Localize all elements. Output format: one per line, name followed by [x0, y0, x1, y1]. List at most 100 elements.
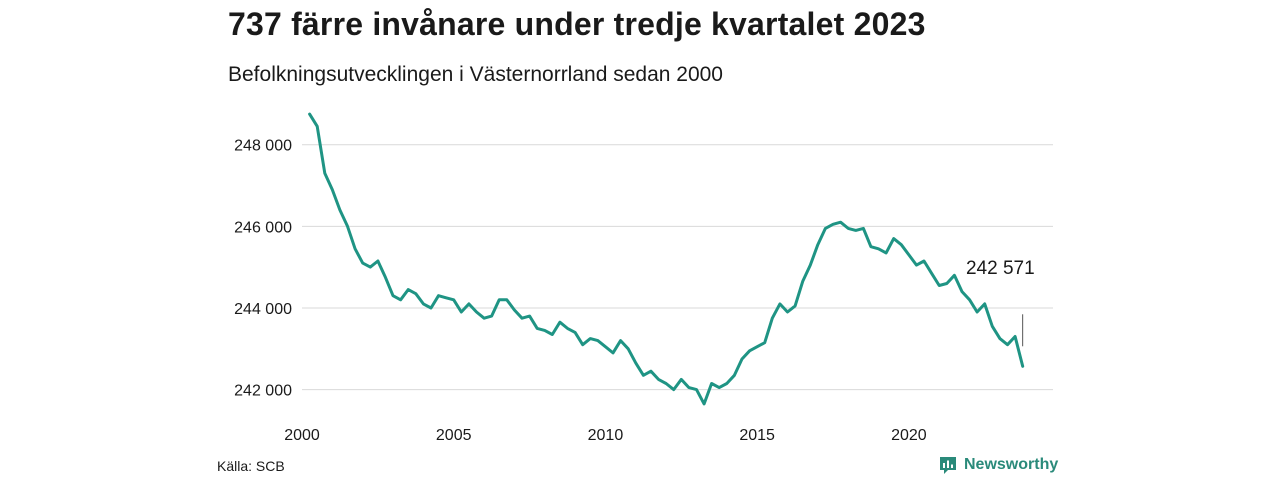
data-point: [627, 347, 630, 350]
data-point: [710, 382, 713, 385]
data-point: [399, 298, 402, 301]
data-point: [1006, 343, 1009, 346]
data-point: [376, 260, 379, 263]
data-point: [467, 302, 470, 305]
data-point: [680, 378, 683, 381]
data-point: [528, 315, 531, 318]
y-tick-label: 244 000: [234, 301, 292, 318]
data-point: [589, 337, 592, 340]
data-point: [596, 339, 599, 342]
data-point: [407, 288, 410, 291]
data-point: [642, 374, 645, 377]
newsworthy-logo-icon: [940, 457, 956, 474]
data-point: [930, 272, 933, 275]
data-point: [998, 337, 1001, 340]
data-point: [361, 262, 364, 265]
chart-subtitle: Befolkningsutvecklingen i Västernorrland…: [228, 63, 723, 86]
data-point: [498, 298, 501, 301]
data-point: [551, 333, 554, 336]
data-point: [604, 345, 607, 348]
data-point: [665, 382, 668, 385]
data-point: [839, 221, 842, 224]
data-point: [725, 382, 728, 385]
data-point: [907, 253, 910, 256]
data-point: [854, 229, 857, 232]
data-point: [703, 402, 706, 405]
data-point: [801, 280, 804, 283]
data-point: [649, 370, 652, 373]
data-point: [892, 237, 895, 240]
data-point: [756, 345, 759, 348]
data-point: [543, 329, 546, 332]
data-point: [574, 331, 577, 334]
data-point: [338, 209, 341, 212]
data-point: [483, 317, 486, 320]
y-tick-label: 246 000: [234, 219, 292, 236]
data-point: [991, 325, 994, 328]
data-point: [771, 317, 774, 320]
x-tick-label: 2010: [588, 427, 624, 444]
data-point: [429, 306, 432, 309]
source-credit: Källa: SCB: [217, 458, 285, 474]
data-point: [331, 188, 334, 191]
x-tick-label: 2005: [436, 427, 472, 444]
data-point: [619, 339, 622, 342]
data-point: [983, 302, 986, 305]
data-point: [847, 227, 850, 230]
data-point: [323, 172, 326, 175]
data-point: [346, 225, 349, 228]
data-point: [452, 298, 455, 301]
data-point: [672, 388, 675, 391]
x-tick-label: 2015: [739, 427, 775, 444]
data-point: [816, 243, 819, 246]
data-point: [316, 125, 319, 128]
data-point: [634, 362, 637, 365]
data-point: [612, 351, 615, 354]
data-point: [445, 296, 448, 299]
data-point: [558, 321, 561, 324]
data-point: [354, 247, 357, 250]
data-point: [460, 311, 463, 314]
x-axis-tick-labels: 2000 2005 2010 2015 2020: [284, 427, 927, 444]
brand-name: Newsworthy: [964, 456, 1059, 473]
data-point: [505, 298, 508, 301]
x-tick-label: 2000: [284, 427, 320, 444]
data-point: [687, 386, 690, 389]
data-point: [392, 294, 395, 297]
data-point: [384, 276, 387, 279]
data-point: [877, 247, 880, 250]
data-point: [923, 260, 926, 263]
series-line: [308, 112, 1025, 406]
data-point: [657, 378, 660, 381]
data-point: [945, 282, 948, 285]
data-point: [437, 294, 440, 297]
data-point: [953, 274, 956, 277]
data-point: [414, 292, 417, 295]
grid-lines: [302, 144, 1053, 391]
data-point: [968, 298, 971, 301]
data-point: [490, 315, 493, 318]
data-point: [1021, 365, 1024, 368]
data-point: [900, 243, 903, 246]
data-point: [809, 264, 812, 267]
data-point: [695, 388, 698, 391]
data-point: [1014, 335, 1017, 338]
data-point: [885, 251, 888, 254]
annotation-layer: 242 571: [966, 258, 1035, 347]
brand-logo: Newsworthy: [938, 455, 1058, 475]
data-point: [824, 227, 827, 230]
data-point: [869, 245, 872, 248]
data-point: [733, 374, 736, 377]
annotation-label: 242 571: [966, 258, 1035, 279]
data-point: [718, 386, 721, 389]
data-point: [581, 343, 584, 346]
series-layer: [308, 112, 1025, 406]
data-point: [832, 223, 835, 226]
data-point: [778, 302, 781, 305]
data-point: [786, 311, 789, 314]
y-axis-tick-labels: 242 000 244 000 246 000 248 000: [234, 138, 292, 400]
data-point: [513, 309, 516, 312]
data-point: [740, 357, 743, 360]
data-point: [422, 302, 425, 305]
